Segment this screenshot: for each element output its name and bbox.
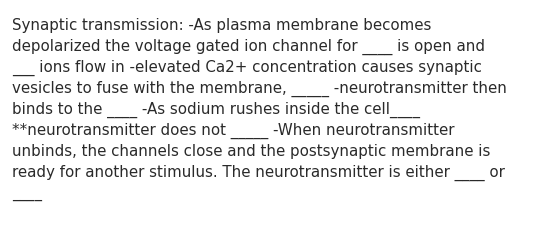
Text: Synaptic transmission: -As plasma membrane becomes: Synaptic transmission: -As plasma membra…: [12, 18, 431, 33]
Text: ready for another stimulus. The neurotransmitter is either ____ or: ready for another stimulus. The neurotra…: [12, 164, 505, 180]
Text: ____: ____: [12, 185, 42, 200]
Text: vesicles to fuse with the membrane, _____ -neurotransmitter then: vesicles to fuse with the membrane, ____…: [12, 81, 507, 97]
Text: **neurotransmitter does not _____ -When neurotransmitter: **neurotransmitter does not _____ -When …: [12, 123, 455, 139]
Text: depolarized the voltage gated ion channel for ____ is open and: depolarized the voltage gated ion channe…: [12, 39, 485, 55]
Text: binds to the ____ -As sodium rushes inside the cell____: binds to the ____ -As sodium rushes insi…: [12, 101, 420, 118]
Text: unbinds, the channels close and the postsynaptic membrane is: unbinds, the channels close and the post…: [12, 143, 490, 158]
Text: ___ ions flow in -elevated Ca2+ concentration causes synaptic: ___ ions flow in -elevated Ca2+ concentr…: [12, 60, 482, 76]
